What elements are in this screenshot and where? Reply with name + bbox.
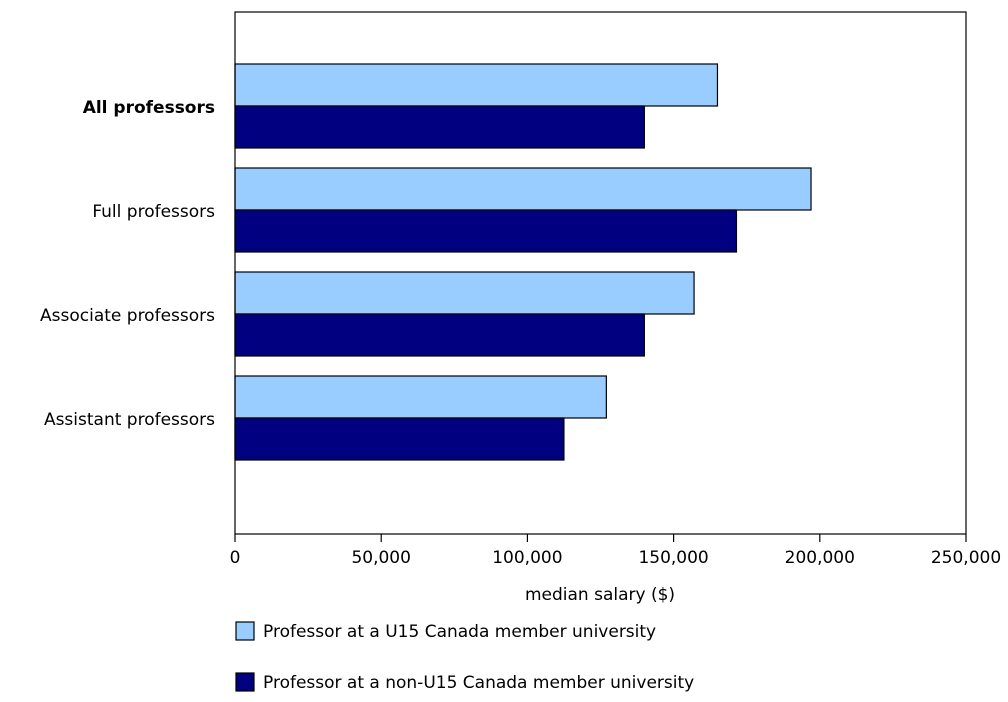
bar-associate-professors-series-2 (234, 313, 645, 357)
legend-label-series-1: Professor at a U15 Canada member univers… (263, 622, 656, 642)
x-tick-label: 250,000 (931, 548, 1001, 568)
bar-all-professors-series-1 (234, 63, 719, 107)
bar-full-professors-series-1 (234, 167, 812, 211)
legend-swatch-series-1 (235, 621, 255, 641)
category-label-associate-professors: Associate professors (40, 306, 215, 326)
bar-full-professors-series-2 (234, 209, 738, 253)
bar-assistant-professors-series-1 (234, 375, 607, 419)
x-tick-label: 100,000 (492, 548, 562, 568)
bar-assistant-professors-series-2 (234, 417, 565, 461)
category-label-assistant-professors: Assistant professors (44, 410, 215, 430)
x-tick-label: 150,000 (638, 548, 708, 568)
x-axis-title: median salary ($) (525, 585, 675, 605)
legend: Professor at a U15 Canada member univers… (235, 621, 694, 693)
bars-layer (234, 63, 812, 461)
x-axis-ticks: 0 50,000 100,000 150,000 200,000 250,000 (230, 534, 1001, 568)
legend-label-series-2: Professor at a non-U15 Canada member uni… (263, 673, 694, 693)
plot-area-frame (234, 11, 967, 535)
x-tick-label: 50,000 (351, 548, 410, 568)
category-label-full-professors: Full professors (92, 202, 215, 222)
bar-associate-professors-series-1 (234, 271, 695, 315)
category-labels: All professors Full professors Associate p… (40, 98, 215, 430)
bar-all-professors-series-2 (234, 105, 645, 149)
category-label-all-professors: All professors (83, 98, 215, 118)
legend-swatch-series-2 (235, 672, 255, 692)
x-tick-label: 200,000 (785, 548, 855, 568)
x-tick-label: 0 (230, 548, 241, 568)
